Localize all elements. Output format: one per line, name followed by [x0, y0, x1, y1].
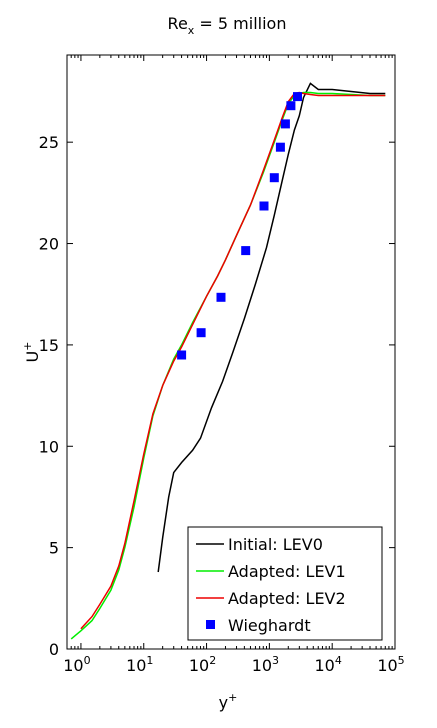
legend-label-lev2: Adapted: LEV2	[228, 589, 346, 608]
x-tick-label: 105	[377, 654, 404, 675]
legend-label-lev1: Adapted: LEV1	[228, 562, 346, 581]
data-point-marker	[241, 246, 251, 256]
y-axis-label: U+	[21, 342, 42, 363]
legend-swatch-wieghardt	[206, 620, 215, 629]
data-point-marker	[196, 328, 206, 338]
y-axis-ticks: 0 5 10 15 20 25	[39, 133, 395, 659]
y-tick-label: 25	[39, 133, 59, 152]
legend: Initial: LEV0 Adapted: LEV1 Adapted: LEV…	[187, 526, 383, 641]
data-point-marker	[216, 292, 226, 302]
y-tick-label: 10	[39, 437, 59, 456]
x-axis-label: y+	[219, 691, 238, 712]
x-tick-label: 103	[252, 654, 279, 675]
data-point-marker	[280, 119, 290, 129]
data-series	[70, 82, 386, 640]
legend-box	[187, 526, 383, 641]
y-tick-label: 20	[39, 235, 59, 254]
data-point-marker	[293, 92, 302, 102]
series-line-0	[157, 82, 386, 573]
data-point-marker	[286, 101, 296, 111]
y-tick-label: 5	[49, 539, 59, 558]
x-tick-label: 100	[63, 654, 90, 675]
legend-label-wieghardt: Wieghardt	[228, 616, 311, 635]
series-line-2	[80, 91, 386, 630]
data-point-marker	[259, 201, 269, 211]
legend-label-lev0: Initial: LEV0	[228, 535, 323, 554]
y-tick-label: 15	[39, 336, 59, 355]
y-tick-label: 0	[49, 640, 59, 659]
x-tick-label: 102	[189, 654, 216, 675]
data-point-marker	[177, 350, 187, 360]
x-tick-label: 101	[126, 654, 153, 675]
x-axis-ticks: 100 101 102 103 104 105	[63, 55, 405, 675]
data-point-marker	[275, 142, 285, 152]
chart-title: Rex = 5 million	[168, 14, 287, 37]
data-point-marker	[269, 173, 279, 183]
x-tick-label: 104	[315, 654, 342, 675]
